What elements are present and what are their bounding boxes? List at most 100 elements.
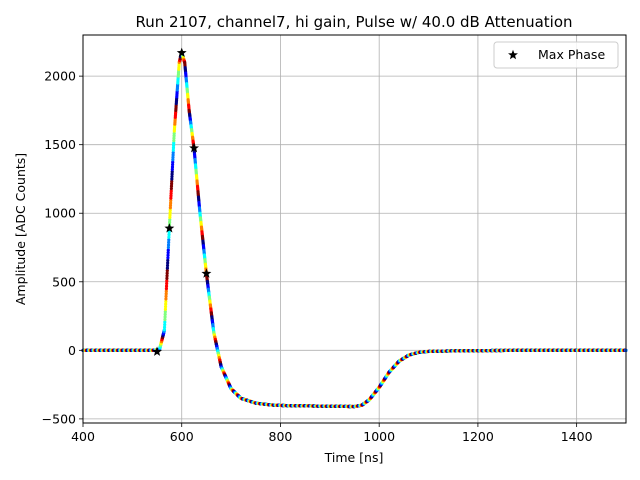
pulse-point	[169, 186, 173, 191]
pulse-point	[172, 138, 176, 143]
pulse-point	[165, 279, 169, 283]
pulse-point	[170, 174, 174, 179]
pulse-point	[163, 317, 167, 322]
x-tick-label: 600	[170, 429, 194, 444]
pulse-point	[170, 179, 174, 183]
pulse-point	[165, 274, 169, 278]
pulse-point	[171, 158, 175, 162]
pulse-point	[163, 320, 167, 324]
pulse-point	[171, 155, 175, 159]
pulse-point	[169, 196, 173, 200]
pulse-point	[166, 261, 170, 265]
pulse-point	[170, 165, 175, 169]
x-axis-label: Time [ns]	[324, 450, 384, 465]
x-tick-label: 1400	[561, 429, 593, 444]
pulse-point	[165, 271, 169, 275]
pulse-point	[163, 315, 167, 319]
pulse-point	[163, 307, 168, 311]
pulse-point	[164, 292, 168, 296]
pulse-point	[169, 184, 174, 188]
x-tick-label: 800	[269, 429, 293, 444]
pulse-point	[168, 218, 172, 222]
pulse-point	[164, 287, 169, 291]
y-axis-label: Amplitude [ADC Counts]	[13, 153, 28, 305]
pulse-point	[167, 240, 171, 244]
pulse-point	[169, 194, 173, 198]
pulse-point	[166, 248, 170, 252]
pulse-point	[167, 238, 171, 242]
pulse-point	[171, 143, 176, 147]
pulse-point	[165, 263, 170, 268]
pulse-point	[164, 294, 168, 298]
plot-frame	[82, 34, 627, 424]
pulse-point	[170, 167, 174, 171]
pulse-point	[170, 172, 174, 176]
pulse-series	[81, 51, 628, 409]
y-tick-label: 1500	[44, 137, 76, 152]
pulse-point	[167, 230, 171, 234]
pulse-point	[172, 131, 176, 135]
pulse-point	[166, 258, 170, 262]
pulse-point	[172, 134, 176, 138]
pulse-point	[168, 215, 172, 219]
pulse-point	[166, 245, 170, 250]
legend: Max Phase	[493, 41, 619, 69]
pulse-point	[166, 243, 171, 247]
pulse-point	[164, 297, 168, 301]
pulse-point	[166, 253, 170, 257]
pulse-point	[165, 281, 169, 286]
pulse-point	[165, 266, 170, 270]
y-tick-label: −500	[42, 411, 76, 426]
pulse-point	[165, 276, 169, 280]
pulse-point	[172, 141, 176, 145]
pulse-point	[164, 289, 168, 293]
pulse-point	[168, 208, 172, 212]
pulse-point	[169, 189, 173, 193]
y-tick-label: 2000	[44, 69, 76, 84]
pulse-point	[165, 269, 169, 273]
legend-label-max-phase: Max Phase	[538, 47, 605, 62]
x-tick-label: 1200	[462, 429, 494, 444]
pulse-point	[169, 201, 173, 205]
pulse-point	[168, 203, 173, 207]
pulse-point	[167, 235, 171, 239]
pulse-point	[168, 206, 172, 210]
pulse-point	[169, 198, 173, 203]
pulse-point	[162, 328, 167, 332]
y-tick-label: 0	[68, 343, 76, 358]
y-tick-label: 1000	[44, 206, 76, 221]
y-axis-ticks: −500 0 500 1000 1500 2000	[42, 69, 83, 426]
pulse-point	[163, 310, 167, 314]
pulse-point	[171, 160, 175, 164]
pulse-point	[170, 177, 174, 181]
pulse-point	[171, 148, 175, 152]
x-tick-label: 400	[71, 429, 95, 444]
pulse-point	[170, 170, 174, 174]
x-tick-label: 1000	[363, 429, 395, 444]
pulse-point	[171, 153, 175, 157]
pulse-point	[163, 323, 167, 327]
pulse-point	[162, 325, 167, 329]
x-axis-ticks: 400 600 800 1000 1200 1400	[71, 423, 593, 444]
pulse-point	[167, 233, 171, 237]
pulse-point	[171, 150, 175, 155]
pulse-point	[172, 136, 176, 140]
pulse-point	[168, 210, 172, 215]
chart-title: Run 2107, channel7, hi gain, Pulse w/ 40…	[135, 13, 572, 31]
pulse-point	[170, 182, 174, 186]
pulse-point	[168, 213, 172, 217]
pulse-point	[164, 284, 169, 288]
pulse-point	[168, 220, 172, 224]
pulse-point	[170, 162, 175, 167]
pulse-point	[171, 146, 176, 150]
y-tick-label: 500	[52, 274, 76, 289]
pulse-point	[164, 302, 168, 306]
grid-lines	[82, 35, 626, 423]
pulse-point	[169, 191, 173, 195]
pulse-point	[163, 305, 168, 309]
pulse-point	[163, 312, 167, 316]
pulse-point	[164, 299, 168, 304]
pulse-point	[166, 251, 170, 255]
pulse-point	[166, 256, 170, 260]
